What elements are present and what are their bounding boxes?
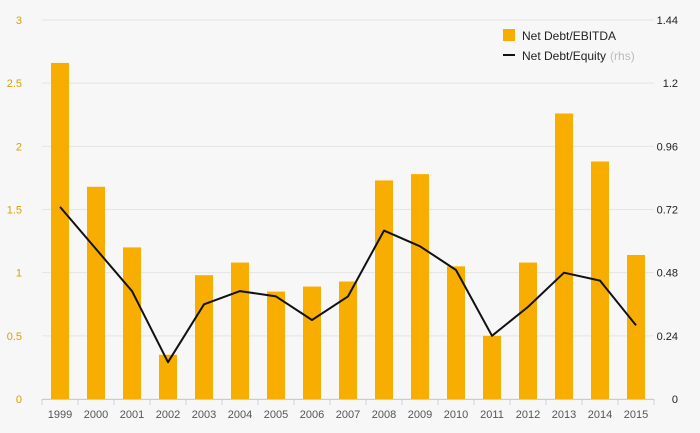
bar-2002: [159, 354, 177, 399]
y-left-tick-label: 2.5: [7, 78, 22, 90]
y-right-tick-label: 0: [672, 394, 678, 406]
bar-2012: [519, 262, 537, 399]
legend-label-rhs-note: (rhs): [610, 49, 635, 63]
x-tick-label: 2012: [516, 409, 540, 421]
x-tick-label: 2001: [120, 409, 144, 421]
axes: 0 0.5 1 1.5 2 2.5 3 0 0.24 0.48 0.72 0.96 1.2 1.44 199…: [7, 15, 678, 421]
bar-2008: [375, 180, 393, 399]
bar-1999: [51, 62, 69, 399]
x-tick-label: 2010: [444, 409, 468, 421]
x-tick-label: 2008: [372, 409, 396, 421]
x-tick-label: 2007: [336, 409, 360, 421]
x-tick-label: 2009: [408, 409, 432, 421]
x-tick-label: 2006: [300, 409, 324, 421]
x-tick-label: 2014: [588, 409, 612, 421]
x-tick-label: 2002: [156, 409, 180, 421]
line-series: [59, 206, 637, 364]
bar-2013: [555, 113, 573, 399]
y-left-tick-label: 0: [16, 394, 22, 406]
bar-2000: [87, 186, 105, 399]
y-left-tick-label: 1.5: [7, 205, 22, 217]
y-right-tick-label: 0.48: [657, 268, 678, 280]
x-tick-label: 1999: [48, 409, 72, 421]
bar-2015: [627, 254, 645, 399]
bar-2010: [447, 266, 465, 399]
y-left-tick-label: 0.5: [7, 331, 22, 343]
y-left-tick-label: 2: [16, 141, 22, 153]
bar-2001: [123, 247, 141, 399]
bar-2005: [267, 291, 285, 399]
y-left-tick-label: 3: [16, 15, 22, 27]
x-tick-label: 2013: [552, 409, 576, 421]
line-net-debt-equity: [59, 206, 637, 364]
bar-2007: [339, 281, 357, 399]
x-tick-label: 2011: [480, 409, 504, 421]
legend-label-net-debt-ebitda: Net Debt/EBITDA: [522, 29, 616, 43]
legend-label-net-debt-equity: Net Debt/Equity: [522, 49, 606, 63]
legend-swatch-net-debt-ebitda: [503, 29, 515, 41]
y-right-tick-label: 0.96: [657, 141, 678, 153]
y-right-tick-label: 1.44: [657, 15, 678, 27]
y-right-tick-label: 0.24: [657, 331, 678, 343]
x-tick-label: 2003: [192, 409, 216, 421]
x-tick-label: 2005: [264, 409, 288, 421]
y-right-tick-label: 1.2: [663, 78, 678, 90]
bar-2009: [411, 174, 429, 399]
bar-2003: [195, 275, 213, 399]
legend: Net Debt/EBITDA Net Debt/Equity (rhs): [503, 29, 635, 63]
x-tick-label: 2004: [228, 409, 252, 421]
x-tick-label: 2015: [624, 409, 648, 421]
legend-label-net-debt-equity-group: Net Debt/Equity (rhs): [522, 49, 635, 63]
bar-2006: [303, 286, 321, 399]
bar-2004: [231, 262, 249, 399]
y-right-tick-label: 0.72: [657, 205, 678, 217]
bars: [51, 62, 645, 399]
x-tick-label: 2000: [84, 409, 108, 421]
bar-2011: [483, 335, 501, 399]
y-left-tick-label: 1: [16, 268, 22, 280]
gridlines: [42, 19, 654, 400]
